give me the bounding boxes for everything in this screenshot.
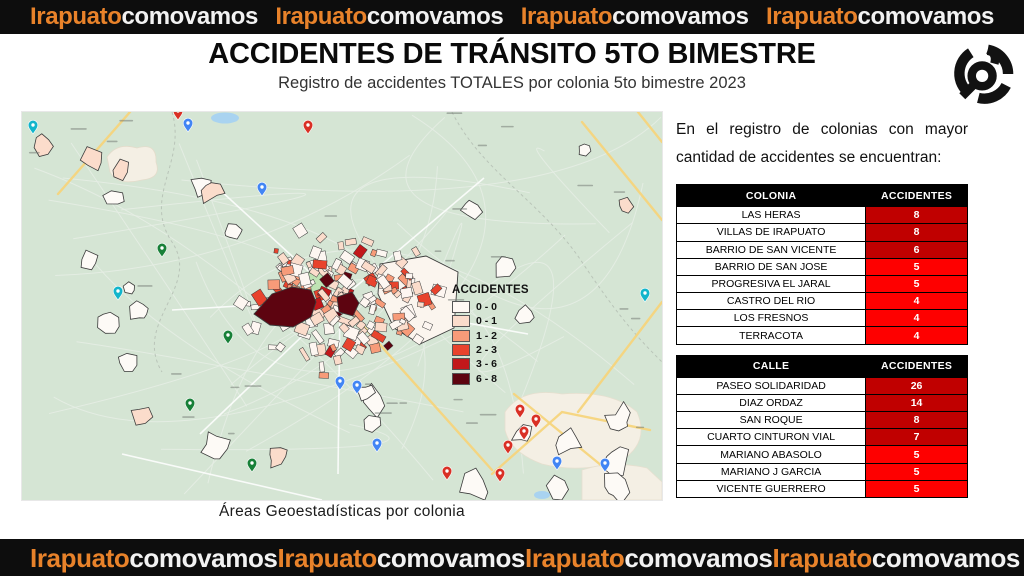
legend-label: 2 - 3 [476, 344, 498, 357]
row-label-cell: LOS FRESNOS [675, 309, 867, 328]
page-subtitle: Registro de accidentes TOTALES por colon… [278, 74, 746, 92]
row-value-cell: 8 [865, 206, 968, 225]
brand-wordmark: Irapuatocomovamos [520, 3, 749, 30]
legend-swatch [452, 372, 470, 385]
row-value-cell: 8 [865, 411, 968, 430]
table-row: TERRACOTA 4 [675, 326, 968, 345]
table-row: VILLAS DE IRAPUATO 8 [675, 223, 968, 242]
row-label-cell: VILLAS DE IRAPUATO [675, 223, 867, 242]
row-label-cell: BARRIO DE SAN VICENTE [675, 240, 867, 259]
row-label-cell: SAN ROQUE [675, 411, 867, 430]
legend-label: 1 - 2 [476, 329, 498, 342]
legend-swatch [452, 329, 470, 342]
legend-label: 3 - 6 [476, 358, 498, 371]
slide-header: ACCIDENTES DE TRÁNSITO 5TO BIMESTRE Regi… [0, 38, 1024, 93]
legend-swatch [452, 301, 470, 314]
legend-item: 6 - 8 [452, 371, 562, 385]
brand-wordmark: Irapuatocomovamos [277, 542, 526, 573]
legend-label: 6 - 8 [476, 372, 498, 385]
table-row: PASEO SOLIDARIDAD 26 [675, 376, 968, 395]
table-row: PROGRESIVA EL JARAL 5 [675, 274, 968, 294]
row-value-cell: 5 [865, 462, 968, 481]
table-row: DIAZ ORDAZ 14 [675, 393, 968, 413]
row-label-cell: LAS HERAS [675, 206, 867, 225]
row-value-cell: 4 [865, 309, 968, 328]
table-row: CUARTO CINTURON VIAL 7 [675, 428, 968, 447]
legend-swatch [452, 344, 470, 357]
legend-item: 0 - 0 [452, 300, 562, 314]
map-caption: Áreas Geoestadísticas por colonia [219, 503, 465, 520]
brand-wordmark: Irapuatocomovamos [30, 542, 278, 573]
row-label-cell: VICENTE GUERRERO [675, 479, 867, 498]
brand-wordmark: Irapuatocomovamos [30, 3, 258, 30]
como-vamos-logo-icon [950, 40, 1018, 108]
bottom-brand-banner: Irapuatocomovamos Irapuatocomovamos Irapua… [0, 539, 1024, 576]
row-value-cell: 5 [865, 479, 968, 498]
table-row: SAN ROQUE 8 [675, 411, 968, 430]
table-row: MARIANO J GARCIA 5 [675, 462, 968, 481]
legend-item: 2 - 3 [452, 343, 562, 357]
row-label-cell: PROGRESIVA EL JARAL [675, 274, 867, 294]
legend-swatch [452, 358, 470, 371]
table-header-cell: COLONIA [675, 184, 867, 208]
row-value-cell: 5 [865, 257, 968, 276]
legend-label: 0 - 0 [476, 301, 498, 314]
brand-wordmark: Irapuatocomovamos [766, 3, 994, 30]
row-label-cell: BARRIO DE SAN JOSE [675, 257, 867, 276]
row-value-cell: 4 [865, 292, 968, 311]
row-label-cell: DIAZ ORDAZ [675, 393, 867, 413]
colonias-table: COLONIA ACCIDENTES LAS HERAS 8 VILLAS DE IRA… [675, 184, 968, 345]
table-row: LOS FRESNOS 4 [675, 309, 968, 328]
table-row: LAS HERAS 8 [675, 206, 968, 225]
legend-swatch [452, 315, 470, 328]
table-row: CASTRO DEL RIO 4 [675, 292, 968, 311]
table-row: BARRIO DE SAN VICENTE 6 [675, 240, 968, 259]
legend-item: 1 - 2 [452, 329, 562, 343]
row-value-cell: 4 [865, 326, 968, 345]
row-value-cell: 7 [865, 428, 968, 447]
page-title: ACCIDENTES DE TRÁNSITO 5TO BIMESTRE [208, 38, 816, 70]
row-value-cell: 5 [865, 274, 968, 294]
table-row: MARIANO ABASOLO 5 [675, 445, 968, 464]
brand-wordmark: Irapuatocomovamos [275, 3, 504, 30]
table-header-cell: ACCIDENTES [865, 354, 968, 378]
table-header-cell: ACCIDENTES [865, 184, 968, 208]
table-row: VICENTE GUERRERO 5 [675, 479, 968, 498]
table-header-cell: CALLE [675, 354, 867, 378]
row-value-cell: 6 [865, 240, 968, 259]
row-label-cell: CUARTO CINTURON VIAL [675, 428, 867, 447]
map-canvas [22, 112, 662, 500]
row-label-cell: MARIANO ABASOLO [675, 445, 867, 464]
map-legend-title: ACCIDENTES [452, 284, 529, 296]
stats-panel: En el registro de colonias con mayor can… [675, 116, 968, 508]
row-value-cell: 5 [865, 445, 968, 464]
legend-item: 3 - 6 [452, 357, 562, 371]
row-value-cell: 8 [865, 223, 968, 242]
row-value-cell: 14 [865, 393, 968, 413]
brand-wordmark: Irapuatocomovamos [525, 542, 773, 573]
table-row: BARRIO DE SAN JOSE 5 [675, 257, 968, 276]
row-label-cell: TERRACOTA [675, 326, 867, 345]
row-label-cell: CASTRO DEL RIO [675, 292, 867, 311]
calles-table: CALLE ACCIDENTES PASEO SOLIDARIDAD 26 DIAZ O… [675, 354, 968, 498]
row-label-cell: MARIANO J GARCIA [675, 462, 867, 481]
legend-label: 0 - 1 [476, 315, 498, 328]
intro-text: En el registro de colonias con mayor can… [676, 121, 968, 166]
legend-item: 0 - 1 [452, 314, 562, 328]
row-label-cell: PASEO SOLIDARIDAD [675, 376, 867, 395]
row-value-cell: 26 [865, 376, 968, 395]
top-brand-banner: Irapuatocomovamos Irapuatocomovamos Irapua… [0, 0, 1024, 34]
brand-wordmark: Irapuatocomovamos [772, 542, 1021, 573]
